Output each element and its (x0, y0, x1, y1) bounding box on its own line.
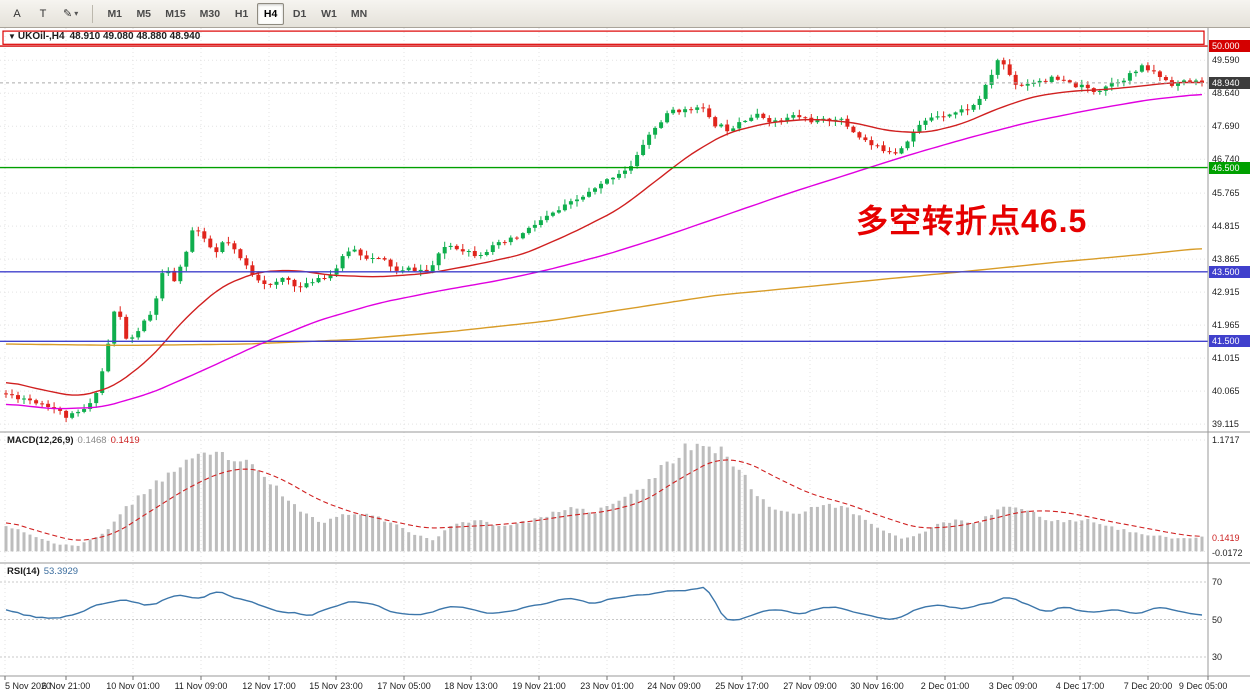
price-axis-label: 49.590 (1212, 55, 1240, 66)
price-axis-label: 44.815 (1212, 221, 1240, 232)
time-axis-label: 15 Nov 23:00 (309, 681, 363, 691)
price-level-badge: 50.000 (1209, 40, 1250, 53)
price-axis-label: 47.690 (1212, 121, 1240, 132)
time-axis-label: 30 Nov 16:00 (850, 681, 904, 691)
time-axis-label: 2 Dec 01:00 (920, 681, 970, 691)
macd-signal-value-badge: 0.1419 (1212, 532, 1240, 543)
timeframe-button-w1[interactable]: W1 (315, 3, 343, 25)
symbol-header: ▼ UKOil-,H4 48.910 49.080 48.880 48.940 (8, 31, 205, 42)
timeframe-button-h1[interactable]: H1 (228, 3, 255, 25)
price-axis-label: 41.965 (1212, 320, 1240, 331)
rsi-level-label: 50 (1212, 614, 1223, 625)
current-price-badge: 48.940 (1209, 76, 1250, 89)
price-axis-label: 43.865 (1212, 254, 1240, 265)
time-axis-label: 9 Dec 05:00 (1178, 681, 1228, 691)
time-axis-label: 19 Nov 21:00 (512, 681, 566, 691)
toolbar: A T ✎ ▾ M1 M5 M15 M30 H1 H4 D1 W1 MN (0, 0, 1250, 28)
rsi-level-label: 70 (1212, 577, 1223, 587)
timeframe-button-m15[interactable]: M15 (159, 3, 191, 25)
time-axis-label: 7 Dec 20:00 (1123, 681, 1173, 691)
time-axis-label: 11 Nov 09:00 (174, 681, 228, 691)
text-tool-button[interactable]: T (31, 3, 55, 25)
macd-indicator-label: MACD(12,26,9) 0.1468 0.1419 (7, 435, 140, 446)
price-level-badge: 41.500 (1209, 335, 1250, 348)
macd-name: MACD(12,26,9) (7, 435, 74, 446)
price-axis-label: 41.015 (1212, 353, 1240, 364)
pointer-tool-button[interactable]: A (5, 3, 29, 25)
toolbar-separator (92, 4, 94, 23)
rsi-value: 53.3929 (43, 566, 79, 577)
rsi-name: RSI(14) (7, 566, 40, 577)
timeframe-button-d1[interactable]: D1 (286, 3, 313, 25)
time-axis-label: 10 Nov 01:00 (106, 681, 160, 691)
price-axis-label: 45.765 (1212, 188, 1240, 199)
timeframe-button-m30[interactable]: M30 (194, 3, 226, 25)
macd-scale-bottom-label: -0.0172 (1212, 548, 1243, 558)
price-axis-label: 48.640 (1212, 88, 1240, 99)
timeframe-button-m5[interactable]: M5 (130, 3, 157, 25)
time-axis-label: 12 Nov 17:00 (242, 681, 296, 691)
macd-signal-value: 0.1419 (110, 435, 140, 446)
price-level-badge: 43.500 (1209, 265, 1250, 278)
timeframe-button-mn[interactable]: MN (345, 3, 373, 25)
price-axis-label: 39.115 (1212, 419, 1239, 430)
timeframe-group: M1 M5 M15 M30 H1 H4 D1 W1 MN (101, 2, 373, 25)
price-axis-label: 42.915 (1212, 287, 1240, 298)
macd-scale-top-label: 1.1717 (1212, 435, 1240, 445)
draw-color-tool-button[interactable]: ✎ ▾ (57, 3, 84, 25)
brush-icon: ✎ (63, 8, 73, 20)
time-axis-label: 23 Nov 01:00 (580, 681, 634, 691)
time-axis-label: 3 Dec 09:00 (988, 681, 1038, 691)
annotation-text: 多空转折点46.5 (856, 203, 1088, 239)
price-level-badge: 46.500 (1209, 161, 1250, 174)
rsi-indicator-label: RSI(14) 53.3929 (7, 566, 78, 577)
timeframe-button-h4[interactable]: H4 (257, 2, 285, 25)
macd-main-value: 0.1468 (77, 435, 107, 446)
time-axis-label: 5 Nov 2020 (5, 681, 52, 691)
symbol-label: UKOil-,H4 (17, 31, 65, 42)
timeframe-button-m1[interactable]: M1 (101, 3, 128, 25)
time-axis-label: 27 Nov 09:00 (783, 681, 837, 691)
caret-down-icon: ▾ (74, 9, 79, 18)
price-axis-label: 46.740 (1212, 154, 1240, 165)
time-axis-label: 17 Nov 05:00 (377, 681, 431, 691)
time-axis-label: 18 Nov 13:00 (444, 681, 498, 691)
time-axis-label: 4 Dec 17:00 (1055, 681, 1105, 691)
ohlc-values: 48.910 49.080 48.880 48.940 (69, 31, 201, 42)
rsi-level-label: 30 (1212, 652, 1223, 662)
time-axis-label: 24 Nov 09:00 (647, 681, 701, 691)
collapse-icon[interactable]: ▼ (8, 32, 16, 41)
time-axis-label: 6 Nov 21:00 (41, 681, 91, 691)
time-axis-label: 25 Nov 17:00 (715, 681, 769, 691)
price-axis-label: 40.065 (1212, 386, 1240, 397)
